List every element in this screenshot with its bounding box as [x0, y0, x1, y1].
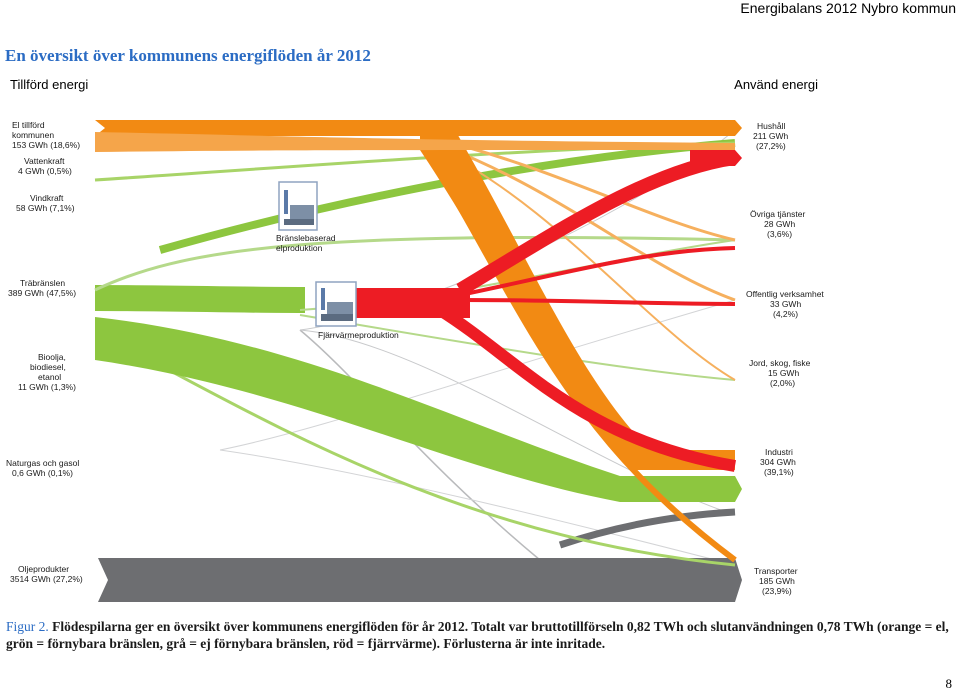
- fuel-electric-plant-icon: [278, 181, 318, 231]
- source-bio-label: Bioolja, biodiesel, etanol 11 GWh (1,3%): [18, 352, 76, 392]
- figure-description: Flödespilarna ger en översikt över kommu…: [6, 619, 949, 651]
- sink-jord-label: Jord, skog, fiske 15 GWh (2,0%): [749, 358, 811, 388]
- green-thin-jord: [299, 314, 736, 381]
- green-tra-to-fjarr: [94, 285, 306, 313]
- green-vind-to-hushall: [158, 139, 736, 254]
- green-tra-upper: [94, 235, 736, 292]
- orange-thin-jord: [439, 149, 736, 381]
- red-to-ovriga: [459, 246, 736, 297]
- sink-ovriga-label: Övriga tjänster 28 GWh (3,6%): [750, 209, 805, 239]
- district-heating-plant-icon: [315, 281, 357, 327]
- document-header: Energibalans 2012 Nybro kommun: [740, 0, 956, 16]
- red-to-offentlig: [459, 298, 736, 306]
- page-number: 8: [945, 676, 953, 691]
- sankey-diagram: El tillförd kommunen 153 GWh (18,6%) Vatte…: [6, 120, 824, 602]
- source-olja-label: Oljeprodukter 3514 GWh (27,2%): [10, 564, 83, 584]
- supplied-energy-heading: Tillförd energi: [10, 77, 89, 92]
- source-naturgas-label: Naturgas och gasol 0,6 GWh (0,1%): [6, 458, 79, 478]
- gray-flow-thin-5: [219, 449, 736, 566]
- orange-el-arrow: [95, 120, 742, 136]
- green-bio-to-transport: [149, 358, 736, 567]
- source-vindkraft-label: Vindkraft 58 GWh (7,1%): [16, 193, 75, 213]
- sink-offentlig-label: Offentlig verksamhet 33 GWh (4,2%): [746, 289, 824, 319]
- sink-labels: Hushåll 211 GWh (27,2%) Övriga tjänster 28 …: [746, 121, 824, 596]
- district-heating-plant-label: Fjärrvärmeproduktion: [318, 330, 399, 340]
- fuel-electric-plant-label: Bränslebaserad elproduktion: [276, 233, 336, 253]
- red-to-industri: [436, 304, 736, 472]
- figure-number: Figur 2.: [6, 619, 49, 634]
- source-labels: El tillförd kommunen 153 GWh (18,6%) Vatte…: [6, 120, 83, 584]
- gray-flow-thin-4: [219, 299, 736, 451]
- green-tra-to-industri: [95, 317, 742, 502]
- used-energy-heading: Använd energi: [734, 77, 818, 92]
- orange-thin-ovriga: [439, 138, 736, 242]
- source-trabranslen-label: Träbränslen 389 GWh (47,5%): [8, 278, 76, 298]
- orange-el-lower: [95, 132, 735, 152]
- orange-thin-offentlig: [439, 143, 736, 302]
- red-main: [355, 288, 470, 318]
- sink-industri-label: Industri 304 GWh (39,1%): [760, 447, 796, 477]
- source-el-label: El tillförd kommunen 153 GWh (18,6%): [12, 120, 80, 150]
- sink-transport-label: Transporter 185 GWh (23,9%): [754, 566, 798, 596]
- oil-arrow: [98, 558, 742, 602]
- orange-to-industri: [420, 130, 735, 470]
- page-title: En översikt över kommunens energiflöden …: [5, 46, 371, 65]
- red-hushall-head: [690, 150, 742, 166]
- source-vattenkraft-label: Vattenkraft 4 GWh (0,5%): [18, 156, 72, 176]
- figure-caption: Figur 2. Flödespilarna ger en översikt ö…: [6, 618, 956, 652]
- sink-hushall-label: Hushåll 211 GWh (27,2%): [753, 121, 789, 151]
